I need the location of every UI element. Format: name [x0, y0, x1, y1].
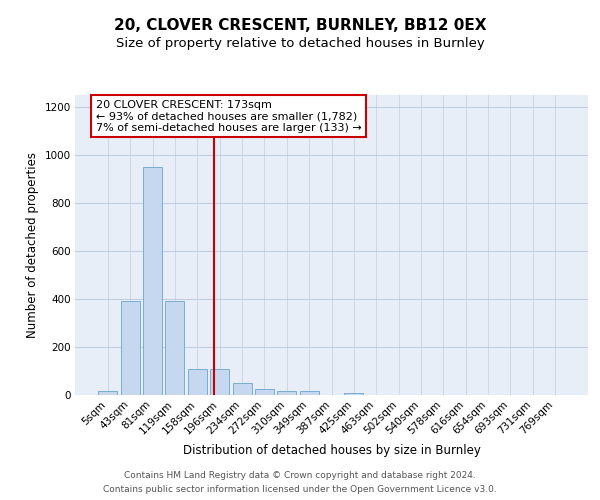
Bar — [233, 383, 251, 395]
Bar — [143, 167, 162, 395]
Bar — [277, 392, 296, 395]
Bar — [98, 392, 118, 395]
X-axis label: Distribution of detached houses by size in Burnley: Distribution of detached houses by size … — [182, 444, 481, 458]
Text: 20, CLOVER CRESCENT, BURNLEY, BB12 0EX: 20, CLOVER CRESCENT, BURNLEY, BB12 0EX — [114, 18, 486, 32]
Bar — [344, 392, 364, 395]
Y-axis label: Number of detached properties: Number of detached properties — [26, 152, 39, 338]
Bar — [121, 302, 140, 395]
Bar — [188, 368, 207, 395]
Bar — [166, 302, 184, 395]
Text: Size of property relative to detached houses in Burnley: Size of property relative to detached ho… — [116, 37, 484, 50]
Bar — [210, 368, 229, 395]
Text: 20 CLOVER CRESCENT: 173sqm
← 93% of detached houses are smaller (1,782)
7% of se: 20 CLOVER CRESCENT: 173sqm ← 93% of deta… — [95, 100, 361, 132]
Text: Contains HM Land Registry data © Crown copyright and database right 2024.: Contains HM Land Registry data © Crown c… — [124, 471, 476, 480]
Bar — [255, 389, 274, 395]
Bar — [299, 392, 319, 395]
Text: Contains public sector information licensed under the Open Government Licence v3: Contains public sector information licen… — [103, 485, 497, 494]
